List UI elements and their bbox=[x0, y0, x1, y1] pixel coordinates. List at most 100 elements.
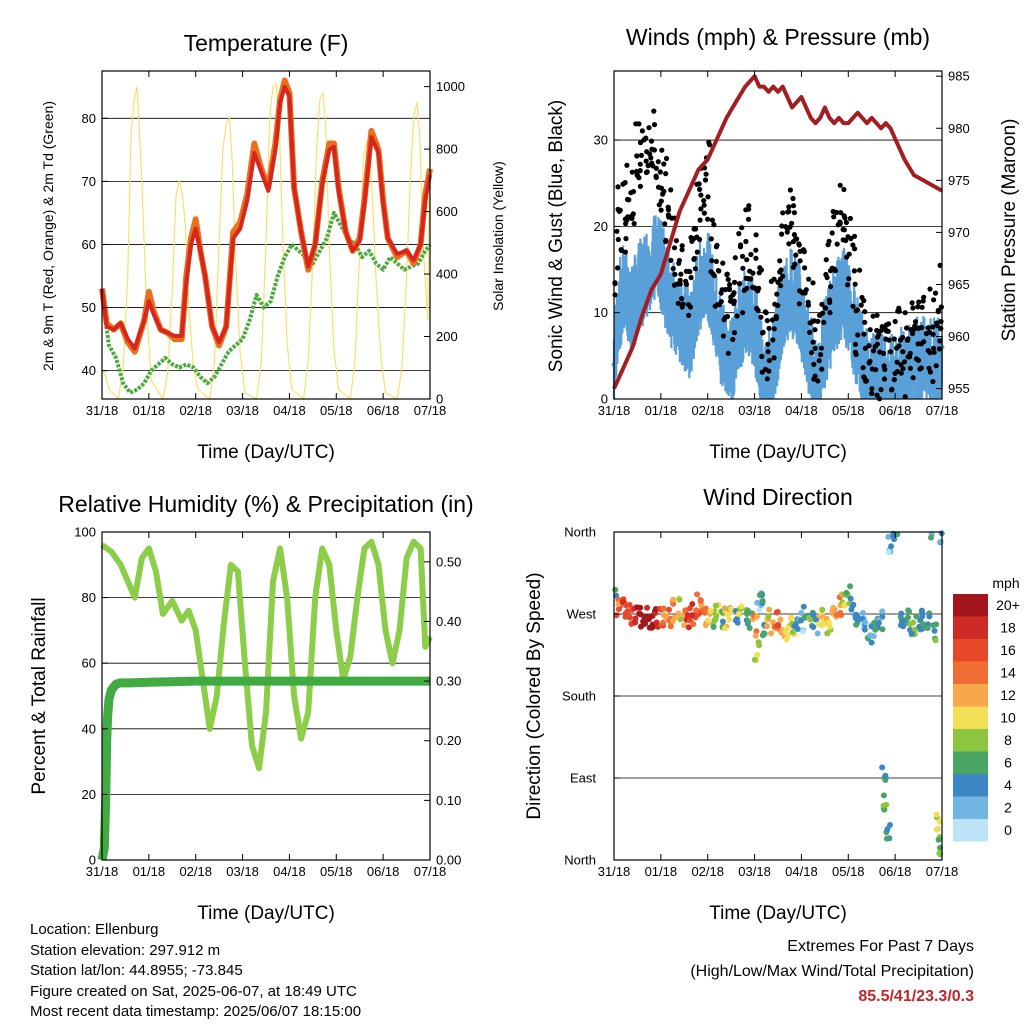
legend-swatch bbox=[953, 684, 988, 707]
gust-point bbox=[777, 258, 783, 264]
gust-point bbox=[885, 328, 891, 334]
direction-point bbox=[850, 601, 857, 608]
winds-ytick-label: 970 bbox=[948, 225, 970, 240]
gust-point bbox=[655, 159, 661, 165]
gust-point bbox=[644, 169, 650, 175]
direction-point bbox=[677, 616, 684, 623]
gust-point bbox=[833, 209, 840, 216]
legend-label: 2 bbox=[1004, 800, 1012, 816]
gust-point bbox=[919, 304, 925, 310]
sonic-wind-point bbox=[625, 292, 631, 298]
gust-point bbox=[753, 247, 759, 253]
gust-point bbox=[874, 312, 880, 318]
gust-point bbox=[844, 254, 850, 260]
direction-point bbox=[650, 623, 657, 630]
winds-xtick-label: 02/18 bbox=[691, 403, 724, 418]
direction-point bbox=[626, 614, 633, 621]
sonic-wind-point bbox=[681, 318, 687, 324]
gust-point bbox=[762, 309, 769, 315]
direction-point bbox=[872, 626, 879, 633]
direction-point bbox=[937, 538, 944, 545]
gust-point bbox=[630, 211, 636, 217]
gust-point bbox=[904, 337, 911, 343]
direction-point bbox=[632, 619, 639, 626]
direction-point bbox=[814, 630, 821, 637]
direction-point bbox=[768, 630, 774, 637]
gust-point bbox=[663, 237, 669, 244]
gust-point bbox=[900, 366, 906, 372]
humidity-ytick-label: 40 bbox=[82, 721, 96, 736]
gust-point bbox=[694, 181, 700, 187]
gust-point bbox=[765, 349, 771, 355]
gust-point bbox=[766, 325, 772, 331]
gust-point bbox=[894, 368, 901, 375]
direction-point bbox=[798, 609, 805, 616]
gust-point bbox=[867, 358, 873, 364]
gust-point bbox=[930, 378, 936, 385]
direction-xtick-label: 06/18 bbox=[879, 864, 912, 879]
gust-point bbox=[904, 325, 910, 331]
direction-point bbox=[690, 621, 697, 628]
gust-point bbox=[744, 285, 750, 291]
sonic-wind-point bbox=[761, 361, 767, 367]
humidity-ytick-label: 100 bbox=[74, 525, 96, 540]
gust-point bbox=[663, 171, 669, 177]
figure: Temperature (F) 2m & 9m T (Red, Orange) … bbox=[29, 24, 1020, 924]
gust-point bbox=[615, 184, 621, 190]
gust-point bbox=[631, 221, 637, 227]
gust-point bbox=[909, 300, 915, 306]
winds-xtick-label: 03/18 bbox=[738, 403, 771, 418]
gust-point bbox=[726, 285, 732, 291]
gust-point bbox=[679, 247, 685, 253]
gust-point bbox=[838, 210, 844, 216]
gust-point bbox=[828, 284, 834, 290]
gust-point bbox=[612, 292, 618, 298]
humidity-xtick-label: 03/18 bbox=[226, 864, 259, 879]
direction-point bbox=[759, 632, 766, 639]
direction-point bbox=[928, 534, 934, 541]
winds-xtick-label: 31/18 bbox=[598, 403, 631, 418]
gust-point bbox=[698, 192, 704, 198]
sonic-wind-point bbox=[869, 370, 875, 376]
legend-label: 16 bbox=[1000, 642, 1016, 658]
temperature-ylabel-left: 2m & 9m T (Red, Orange) & 2m Td (Green) bbox=[40, 101, 56, 371]
legend-swatch bbox=[953, 706, 988, 729]
direction-point bbox=[862, 619, 869, 626]
direction-xtick-label: 01/18 bbox=[645, 864, 678, 879]
gust-point bbox=[810, 280, 816, 286]
direction-point bbox=[843, 589, 850, 596]
direction-point bbox=[879, 608, 886, 615]
gust-point bbox=[764, 318, 770, 324]
humidity-panel: Relative Humidity (%) & Precipitation (i… bbox=[29, 491, 474, 924]
winds-ylabel-left: Sonic Wind & Gust (Blue, Black) bbox=[546, 100, 567, 372]
legend-label: 10 bbox=[1000, 710, 1016, 726]
temperature-panel: Temperature (F) 2m & 9m T (Red, Orange) … bbox=[40, 30, 506, 463]
direction-point bbox=[752, 632, 759, 639]
gust-point bbox=[910, 305, 916, 311]
temperature-ylabel-right: Solar Insolation (Yellow) bbox=[490, 161, 506, 311]
gust-point bbox=[920, 298, 926, 304]
direction-point bbox=[810, 611, 817, 618]
elevation-text: Station elevation: 297.912 m bbox=[30, 941, 221, 959]
humidity-ytick-label: 0.30 bbox=[436, 674, 461, 689]
legend-swatch bbox=[953, 729, 988, 752]
solar-insolation-line bbox=[101, 82, 431, 401]
gust-point bbox=[624, 162, 630, 168]
direction-point bbox=[675, 610, 682, 617]
gust-point bbox=[801, 249, 807, 255]
direction-point bbox=[882, 777, 889, 783]
gust-point bbox=[887, 349, 894, 355]
gust-point bbox=[790, 203, 797, 209]
gust-point bbox=[779, 231, 785, 237]
sonic-wind-point bbox=[714, 318, 720, 324]
gust-point bbox=[931, 297, 937, 303]
direction-point bbox=[637, 611, 644, 618]
gust-point bbox=[750, 270, 756, 276]
humidity-ytick-label: 20 bbox=[82, 787, 96, 802]
gust-point bbox=[915, 304, 921, 310]
gust-point bbox=[882, 366, 888, 372]
gust-point bbox=[811, 361, 817, 367]
sonic-wind-point bbox=[634, 284, 640, 290]
gust-point bbox=[739, 225, 745, 231]
sonic-wind-point bbox=[920, 353, 926, 359]
